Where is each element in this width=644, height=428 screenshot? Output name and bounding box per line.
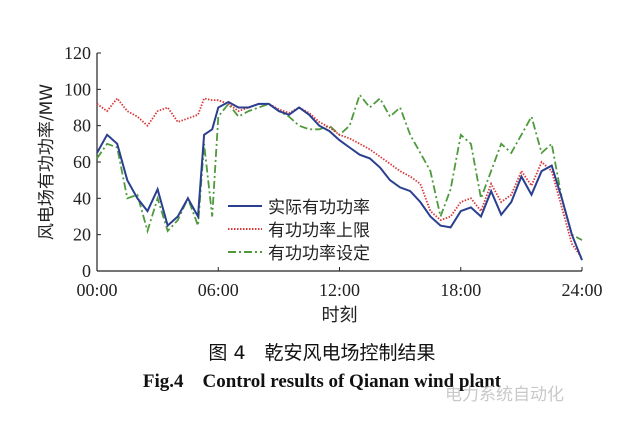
line-chart: 0 20 40 60 80 100 120 00:00 06:00 12:00 18:00 24:00…: [37, 43, 603, 326]
y-tick-label: 60: [73, 152, 91, 172]
y-tick-label: 0: [82, 261, 91, 281]
series-line-3: [96, 92, 583, 241]
y-axis-label: 风电场有功功率/MW: [37, 84, 57, 240]
legend-label: 实际有功功率: [268, 198, 370, 218]
y-tick-label: 20: [73, 225, 91, 245]
x-tick-label: 12:00: [319, 280, 360, 300]
axes: 0 20 40 60 80 100 120 00:00 06:00 12:00 18:00 24:00…: [37, 43, 603, 326]
y-tick-label: 80: [73, 116, 91, 136]
watermark: 电力系统自动化: [445, 385, 564, 405]
caption-english: Fig.4 Control results of Qianan wind pla…: [142, 371, 502, 392]
x-tick-label: 18:00: [440, 280, 481, 300]
y-tick-label: 40: [73, 188, 91, 208]
series-line-2: [96, 96, 583, 259]
y-tick-label: 120: [64, 43, 91, 63]
x-tick-label: 00:00: [76, 280, 117, 300]
x-tick-label: 06:00: [198, 280, 239, 300]
x-tick-label: 24:00: [561, 280, 602, 300]
y-tick-label: 100: [64, 79, 91, 99]
series-lines: [96, 92, 583, 261]
caption-chinese: 图 4 乾安风电场控制结果: [208, 342, 436, 364]
series-line-1: [96, 100, 583, 261]
x-axis-label: 时刻: [322, 305, 358, 326]
legend-label: 有功功率设定: [268, 244, 370, 264]
legend-label: 有功功率上限: [268, 221, 370, 241]
